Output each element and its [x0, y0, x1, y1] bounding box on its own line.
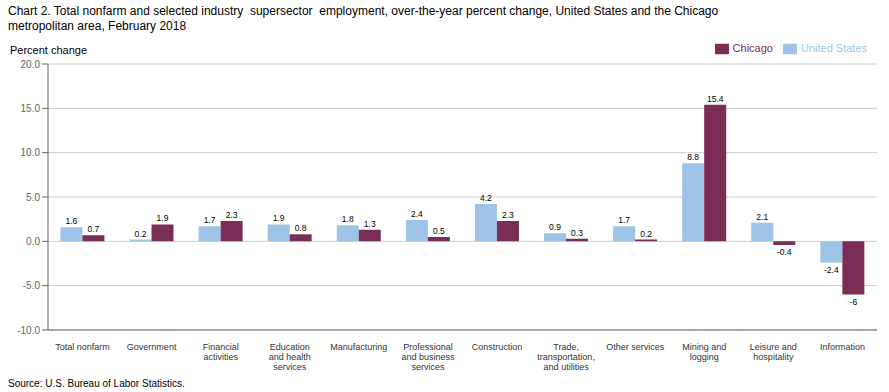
svg-text:-0.4: -0.4 — [777, 247, 792, 257]
svg-text:2.1: 2.1 — [756, 212, 768, 222]
svg-text:Trade,transportation,and utili: Trade,transportation,and utilities — [537, 342, 595, 372]
svg-text:Other services: Other services — [606, 342, 665, 352]
svg-text:10.0: 10.0 — [21, 147, 41, 158]
svg-text:-6: -6 — [850, 297, 858, 307]
svg-text:Construction: Construction — [472, 342, 523, 352]
svg-text:0.2: 0.2 — [135, 229, 147, 239]
svg-text:Financialactivities: Financialactivities — [203, 342, 239, 362]
html-text:metropolitan area, February 20: metropolitan area, February 2018 — [8, 19, 187, 33]
html-text:Chicago: Chicago — [732, 42, 773, 54]
svg-text:0.8: 0.8 — [295, 223, 307, 233]
svg-text:Total nonfarm: Total nonfarm — [55, 342, 110, 352]
svg-text:-5.0: -5.0 — [23, 280, 41, 291]
html-text:Percent change: Percent change — [10, 44, 88, 56]
svg-text:2.4: 2.4 — [411, 209, 423, 219]
svg-text:-2.4: -2.4 — [824, 265, 839, 275]
html-text:Chart 2. Total nonfarm and sel: Chart 2. Total nonfarm and selected indu… — [8, 4, 719, 18]
svg-text:Educationand healthservices: Educationand healthservices — [269, 342, 311, 372]
svg-text:1.6: 1.6 — [66, 216, 78, 226]
svg-text:0.9: 0.9 — [549, 222, 561, 232]
svg-text:15.0: 15.0 — [21, 103, 41, 114]
svg-text:Mining andlogging: Mining andlogging — [682, 342, 726, 362]
svg-text:4.2: 4.2 — [480, 193, 492, 203]
svg-text:-10.0: -10.0 — [17, 325, 40, 336]
svg-text:1.7: 1.7 — [204, 215, 216, 225]
svg-text:1.9: 1.9 — [157, 213, 169, 223]
svg-text:2.3: 2.3 — [502, 210, 514, 220]
svg-text:0.2: 0.2 — [640, 229, 652, 239]
svg-text:1.8: 1.8 — [342, 214, 354, 224]
svg-text:5.0: 5.0 — [26, 192, 40, 203]
svg-text:1.7: 1.7 — [618, 215, 630, 225]
svg-text:Professionaland businessservic: Professionaland businessservices — [401, 342, 455, 372]
svg-text:0.0: 0.0 — [26, 236, 40, 247]
svg-text:Government: Government — [127, 342, 177, 352]
svg-text:1.9: 1.9 — [273, 213, 285, 223]
svg-text:0.5: 0.5 — [433, 226, 445, 236]
svg-text:0.7: 0.7 — [88, 224, 100, 234]
svg-text:Manufacturing: Manufacturing — [330, 342, 387, 352]
svg-text:8.8: 8.8 — [687, 152, 699, 162]
svg-text:0.3: 0.3 — [571, 228, 583, 238]
svg-text:Leisure andhospitality: Leisure andhospitality — [750, 342, 797, 362]
svg-text:2.3: 2.3 — [226, 210, 238, 220]
svg-text:15.4: 15.4 — [707, 94, 724, 104]
svg-text:Information: Information — [820, 342, 865, 352]
svg-text:20.0: 20.0 — [21, 59, 41, 70]
html-text:Source: U.S. Bureau of Labor S: Source: U.S. Bureau of Labor Statistics. — [8, 378, 185, 389]
svg-text:1.3: 1.3 — [364, 219, 376, 229]
html-text:United States: United States — [801, 42, 867, 54]
